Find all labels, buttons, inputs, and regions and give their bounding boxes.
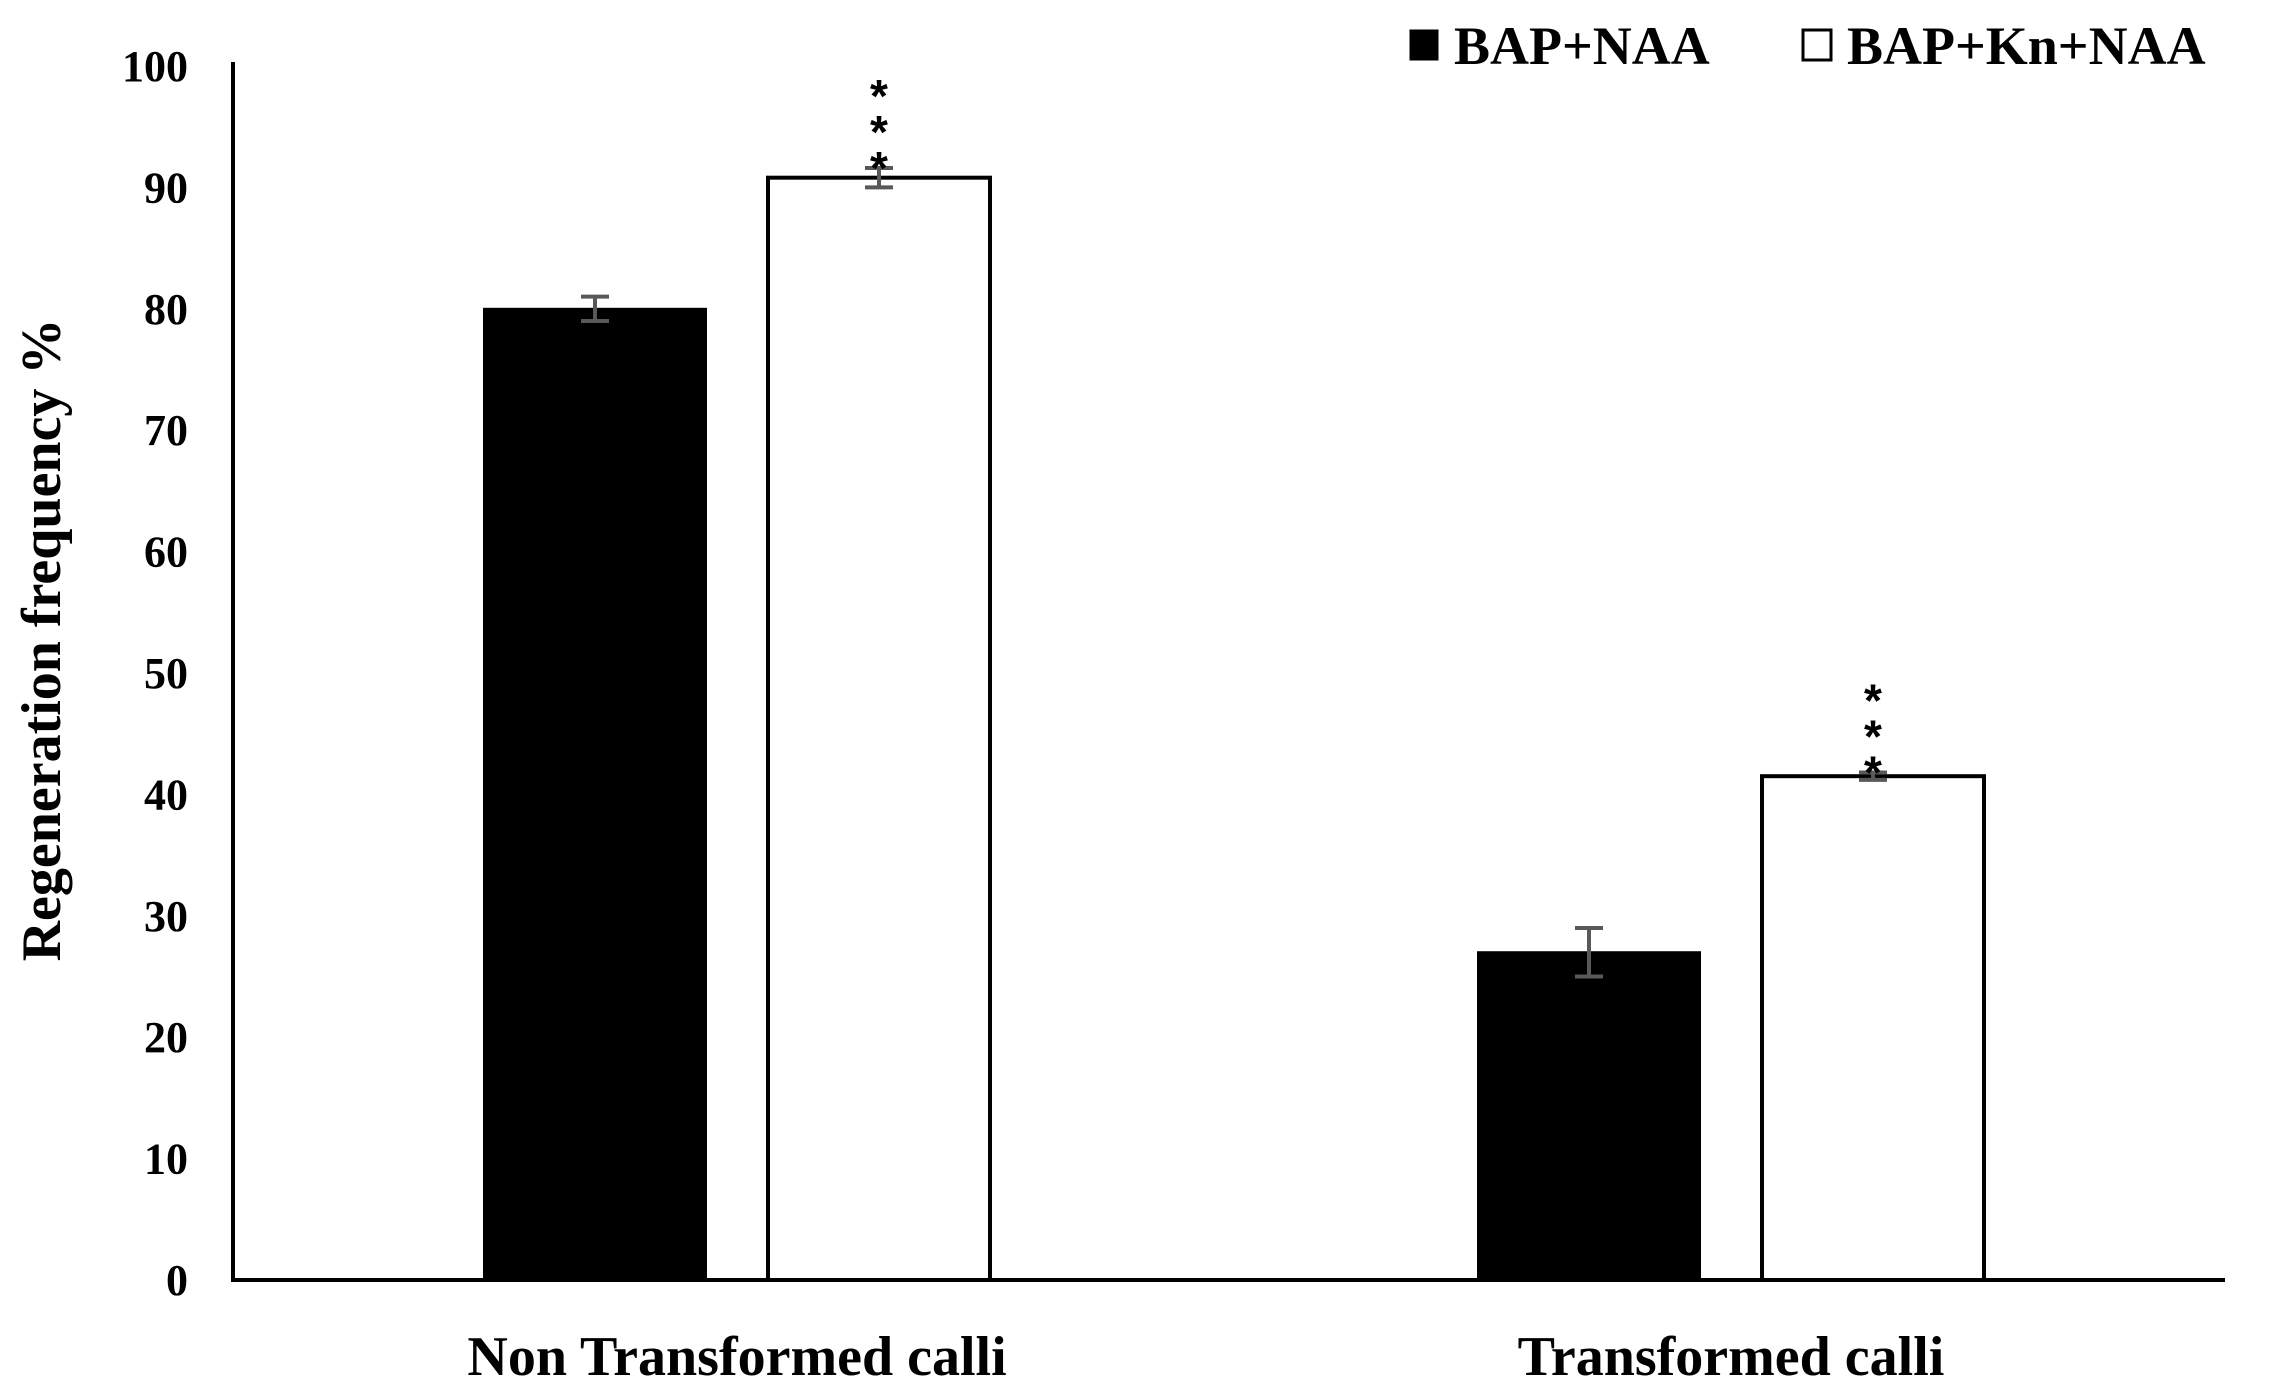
- y-tick-label: 100: [122, 42, 188, 91]
- error-bars: [581, 165, 1887, 979]
- y-tick-label: 0: [166, 1256, 188, 1305]
- x-axis-labels: Non Transformed calli Transformed calli: [467, 1326, 1944, 1388]
- y-tick-label: 50: [144, 649, 188, 698]
- bar-bap-kn-naa-transformed: [1760, 774, 1986, 1282]
- error-bar: [581, 294, 609, 323]
- y-axis-title: Regeneration frequency %: [11, 319, 73, 962]
- legend-swatch: [1409, 29, 1439, 61]
- y-tick-label: 60: [144, 528, 188, 577]
- axes: [231, 62, 2225, 1282]
- legend-label: BAP+Kn+NAA: [1847, 16, 2206, 76]
- y-tick-label: 20: [144, 1013, 188, 1062]
- bar-bap-kn-naa-non-transformed: [766, 175, 992, 1283]
- y-tick-label: 90: [144, 163, 188, 212]
- legend-swatch: [1801, 28, 1833, 62]
- significance-label: * * *: [1864, 675, 1882, 799]
- y-tick-label: 10: [144, 1135, 188, 1184]
- bar-bap-naa-non-transformed: [483, 307, 707, 1281]
- bars: [483, 175, 1986, 1283]
- x-category-label: Non Transformed calli: [467, 1326, 1006, 1388]
- error-bar: [1575, 925, 1603, 979]
- legend-item-bap-kn-naa: BAP+Kn+NAA: [1801, 16, 2206, 76]
- error-bar: [1859, 770, 1887, 782]
- y-tick-label: 70: [144, 406, 188, 455]
- bar-bap-naa-transformed: [1477, 951, 1701, 1281]
- significance-label: * * *: [870, 70, 888, 194]
- y-tick-label: 80: [144, 285, 188, 334]
- legend-item-bap-naa: BAP+NAA: [1409, 16, 1710, 76]
- y-axis-ticks: 0 10 20 30 40 50 60 70 80 90 100: [122, 42, 188, 1305]
- x-category-label: Transformed calli: [1518, 1326, 1945, 1388]
- legend: BAP+NAA BAP+Kn+NAA: [1409, 16, 2206, 76]
- error-bar: [865, 165, 893, 190]
- y-tick-label: 30: [144, 892, 188, 941]
- y-tick-label: 40: [144, 770, 188, 819]
- y-axis-title-group: Regeneration frequency %: [11, 319, 73, 962]
- significance-labels: * * * * * *: [870, 70, 1882, 799]
- legend-label: BAP+NAA: [1454, 16, 1710, 76]
